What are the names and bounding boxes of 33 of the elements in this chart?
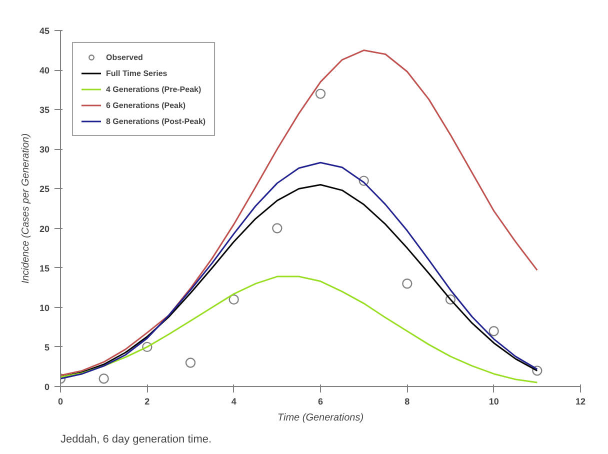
- y-tick-label: 30: [39, 144, 50, 155]
- y-tick-label: 40: [39, 66, 50, 76]
- text: Jeddah, 6 day generation time.: [60, 434, 212, 446]
- point: [98, 374, 109, 384]
- legend-label: 6 Generations (Peak): [106, 100, 186, 110]
- legend-label: Full Time Series: [106, 68, 168, 78]
- line-series: [60, 276, 538, 384]
- legend-label: 8 Generations (Post-Peak): [106, 116, 206, 126]
- point: [272, 223, 282, 234]
- x-tick-label: 4: [231, 396, 236, 406]
- x-tick-label: 0: [58, 396, 64, 406]
- y-tick-label: 25: [39, 184, 50, 194]
- x-tick-label: 10: [488, 396, 499, 406]
- point: [185, 358, 196, 368]
- y-axis-title: Incidence (Cases per Generation): [20, 133, 32, 284]
- x-tick-label: 2: [144, 396, 150, 406]
- y-tick-label: 0: [44, 382, 50, 392]
- point: [315, 88, 326, 99]
- point: [488, 326, 499, 336]
- legend-label: 4 Generations (Pre-Peak): [106, 84, 202, 94]
- point: [228, 294, 239, 305]
- x-tick-label: 6: [318, 396, 324, 406]
- y-tick-label: 35: [39, 105, 50, 116]
- point: [402, 278, 412, 289]
- x-tick-label: 12: [575, 396, 586, 406]
- y-tick-label: 5: [44, 342, 50, 352]
- legend-label: Observed: [106, 52, 143, 62]
- x-tick-label: 8: [404, 396, 410, 406]
- y-tick-label: 15: [39, 263, 50, 274]
- y-tick-label: 45: [39, 26, 50, 36]
- y-tick-label: 10: [39, 302, 50, 313]
- x-axis-title: Time (Generations): [277, 412, 364, 424]
- y-tick-label: 20: [39, 224, 50, 234]
